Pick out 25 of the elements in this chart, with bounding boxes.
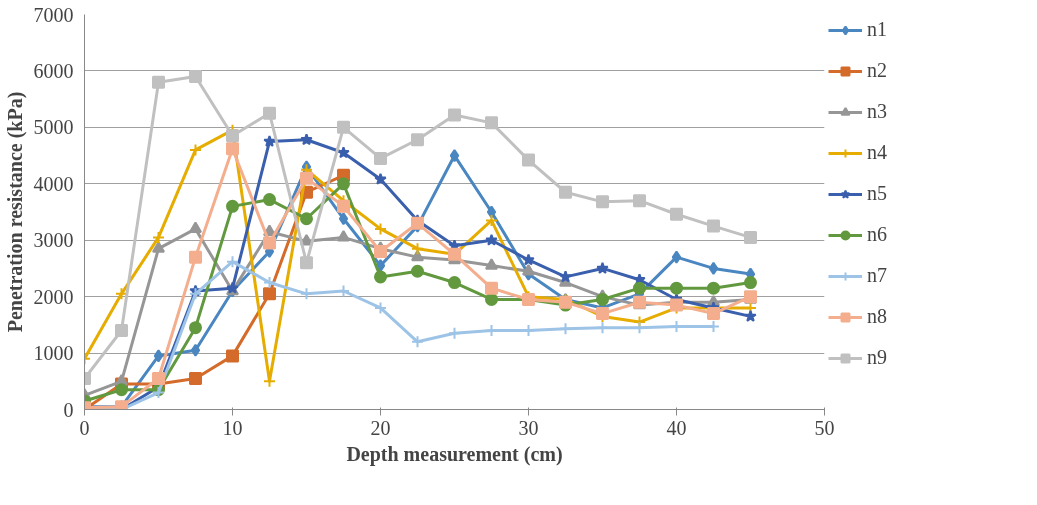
x-axis-title: Depth measurement (cm) [346,442,563,466]
x-tick-label: 0 [79,416,90,439]
y-tick-label: 0 [63,398,74,421]
y-tick-label: 3000 [33,229,74,252]
legend-label: n6 [867,223,887,246]
x-tick-label: 50 [814,416,835,439]
legend-label: n8 [867,305,887,328]
y-tick-label: 7000 [33,3,74,26]
x-tick-label: 10 [222,416,243,439]
legend-label: n5 [867,182,887,205]
legend-label: n2 [867,59,887,82]
y-tick-label: 4000 [33,172,74,195]
legend-label: n1 [867,18,887,41]
x-tick-label: 30 [518,416,539,439]
legend-label: n7 [867,264,887,287]
legend-label: n9 [867,346,887,369]
legend-label: n3 [867,100,887,123]
y-tick-label: 1000 [33,342,74,365]
y-axis-title: Penetration resistance (kPa) [3,91,27,333]
x-tick-label: 20 [370,416,391,439]
y-tick-label: 6000 [33,59,74,82]
legend-label: n4 [867,141,887,164]
y-tick-label: 2000 [33,285,74,308]
y-tick-label: 5000 [33,116,74,139]
x-tick-label: 40 [666,416,687,439]
